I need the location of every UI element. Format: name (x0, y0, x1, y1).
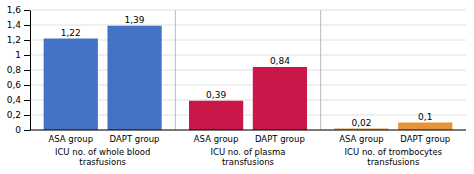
bar (189, 101, 243, 130)
separators (175, 10, 320, 130)
data-label: 0,39 (206, 90, 226, 100)
y-tick-label: 1,4 (7, 20, 22, 30)
group-label-line: trasfusions (79, 157, 126, 167)
category-label: ASA group (48, 134, 93, 144)
y-tick-mark (24, 25, 30, 26)
group-label: ICU no. of trombocytestransfusions (345, 147, 443, 167)
y-tick-label: 1,6 (7, 5, 22, 15)
y-tick: 0,8 (7, 65, 30, 75)
category-label: DAPT group (110, 134, 160, 144)
group-label: ICU no. of whole bloodtrasfusions (55, 147, 151, 167)
y-tick-label: 0,6 (7, 80, 22, 90)
y-tick: 0,4 (7, 95, 30, 105)
plot-area: 0 0,2 0,4 0,6 0,8 1 1,2 1,4 1,6 1,22 1,39 0,39 0,84 0… (7, 5, 466, 166)
group-label: ICU no. of plasmatransfusions (211, 147, 286, 167)
group-label-line: transfusions (222, 157, 275, 167)
y-axis: 0 0,2 0,4 0,6 0,8 1 1,2 1,4 1,6 (7, 5, 31, 135)
y-tick: 1 (15, 50, 30, 60)
separator (175, 10, 176, 130)
y-tick-label: 0 (15, 125, 21, 135)
data-label: 1,39 (125, 15, 145, 25)
bar (398, 123, 452, 131)
bar (253, 67, 307, 130)
data-label: 0,02 (351, 118, 371, 128)
x-axis-line (30, 130, 466, 131)
data-label: 0,84 (270, 56, 290, 66)
y-tick-label: 1 (15, 50, 21, 60)
y-tick: 0,2 (7, 110, 30, 120)
category-label: ASA group (194, 134, 239, 144)
y-tick-label: 1,2 (7, 35, 21, 45)
category-label: DAPT group (255, 134, 305, 144)
y-tick: 0,6 (7, 80, 30, 90)
category-label: ASA group (339, 134, 384, 144)
grid-line (30, 25, 466, 26)
y-tick-mark (24, 130, 30, 131)
grid-line (30, 130, 466, 131)
y-tick-label: 0,4 (7, 95, 22, 105)
y-axis-line (30, 11, 31, 131)
grid-line (30, 10, 466, 11)
y-tick-mark (24, 100, 30, 101)
y-tick: 0 (15, 125, 30, 135)
bars (44, 26, 453, 130)
group-label-line: ICU no. of plasma (211, 147, 286, 157)
y-tick-mark (24, 70, 30, 71)
grid (30, 10, 466, 130)
y-tick-mark (24, 10, 30, 11)
data-label: 0,1 (418, 112, 432, 122)
bar (107, 26, 161, 130)
y-tick-label: 0,8 (7, 65, 22, 75)
data-label: 1,22 (61, 28, 81, 38)
y-tick-mark (24, 85, 30, 86)
y-tick-mark (24, 115, 30, 116)
x-labels: ASA group DAPT group ICU no. of whole bloo… (48, 134, 450, 167)
y-tick-mark (24, 40, 30, 41)
y-tick: 1,2 (7, 35, 30, 45)
y-tick: 1,6 (7, 5, 30, 15)
data-labels: 1,22 1,39 0,39 0,84 0,02 0,1 (61, 15, 433, 128)
chart: 0 0,2 0,4 0,6 0,8 1 1,2 1,4 1,6 1,22 1,39 0,39 0,84 0… (0, 0, 474, 174)
group-label-line: ICU no. of trombocytes (345, 147, 443, 157)
group-label-line: ICU no. of whole blood (55, 147, 151, 157)
y-tick-mark (24, 55, 30, 56)
y-tick: 1,4 (7, 20, 30, 30)
separator (320, 10, 321, 130)
bar (44, 39, 98, 131)
group-label-line: transfusions (367, 157, 420, 167)
y-tick-label: 0,2 (7, 110, 21, 120)
category-label: DAPT group (400, 134, 450, 144)
